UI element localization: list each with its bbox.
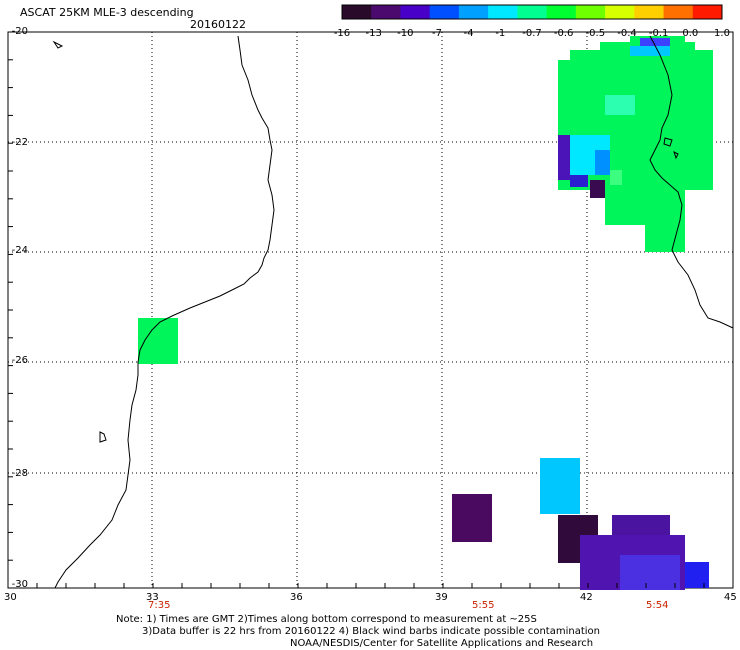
colorbar: -16 -13 -10 -7 -4 -1 -0.7 -0.6 -0.5 -0.4 -0.1 0.0 1.…: [334, 4, 730, 39]
lon-label-45: 45: [724, 592, 737, 603]
colorbar-swatch: [692, 5, 723, 19]
colorbar-label: -0.6: [554, 28, 574, 39]
colorbar-swatch: [342, 5, 372, 19]
colorbar-swatch: [517, 5, 548, 19]
lon-label-36: 36: [290, 592, 303, 603]
note-line-1: Note: 1) Times are GMT 2)Times along bot…: [116, 614, 537, 625]
colorbar-border: [341, 4, 723, 20]
time-label-735: 7:35: [148, 600, 171, 611]
colorbar-label: -0.5: [586, 28, 606, 39]
lon-label-39: 39: [435, 592, 448, 603]
colorbar-swatch: [429, 5, 460, 19]
time-label-554: 5:54: [646, 600, 669, 611]
lat-label-30: -30: [11, 579, 28, 590]
colorbar-label: 1.0: [714, 28, 730, 39]
colorbar-swatch: [546, 5, 577, 19]
colorbar-swatch: [575, 5, 606, 19]
colorbar-label: -7: [432, 28, 442, 39]
lat-label-26: -26: [11, 355, 28, 366]
lat-label-22: -22: [11, 137, 28, 148]
lon-label-30: 30: [4, 592, 17, 603]
axis-ticks: [7, 31, 734, 589]
lon-label-33: 33: [146, 592, 159, 603]
coastline: [52, 35, 734, 589]
colorbar-label: -4: [464, 28, 474, 39]
note-line-3: NOAA/NESDIS/Center for Satellite Applica…: [290, 638, 594, 649]
lon-label-42: 42: [580, 592, 593, 603]
wind-data-cells: [138, 36, 713, 590]
lat-label-24: -24: [11, 245, 28, 256]
colorbar-label: -10: [397, 28, 413, 39]
colorbar-label: -0.7: [522, 28, 542, 39]
colorbar-swatch: [634, 5, 665, 19]
colorbar-swatch: [400, 5, 431, 19]
lat-label-20: -20: [11, 26, 28, 37]
colorbar-label: -0.4: [617, 28, 637, 39]
map-date: 20160122: [190, 18, 246, 31]
lat-label-28: -28: [11, 468, 28, 479]
note-line-2: 3)Data buffer is 22 hrs from 20160122 4)…: [142, 626, 600, 637]
colorbar-label: -1: [495, 28, 505, 39]
colorbar-label: -0.1: [649, 28, 669, 39]
colorbar-label: -13: [365, 28, 381, 39]
colorbar-label: 0.0: [682, 28, 698, 39]
colorbar-swatch: [458, 5, 489, 19]
colorbar-swatch: [663, 5, 694, 19]
colorbar-swatch: [488, 5, 518, 19]
map-title: ASCAT 25KM MLE-3 descending: [20, 6, 194, 19]
colorbar-swatch: [371, 5, 401, 19]
colorbar-swatch: [605, 5, 635, 19]
time-label-555: 5:55: [472, 600, 495, 611]
colorbar-label: -16: [334, 28, 350, 39]
